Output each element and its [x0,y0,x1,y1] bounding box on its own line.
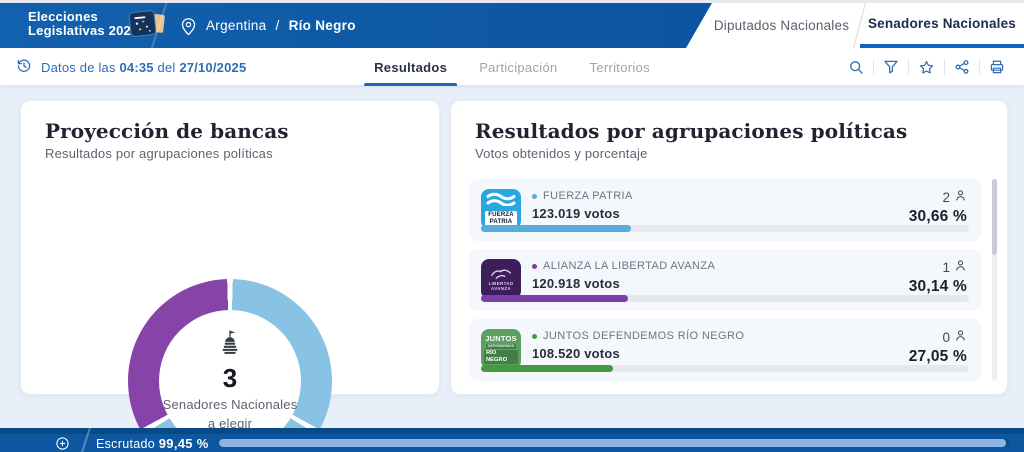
icon-separator [979,59,980,75]
tab-resultados[interactable]: Resultados [358,48,463,86]
scrutiny-progress-fill [218,439,1006,447]
party-row-fuerza-patria[interactable]: FUERZA PATRIA FUERZA PATRIA 123.019 voto… [469,179,981,241]
seats-card-title: Proyección de bancas [45,119,289,143]
results-card-title: Resultados por agrupaciones políticas [475,119,908,143]
election-type-tabs: Diputados Nacionales Senadores Nacionale… [686,3,1024,48]
breadcrumb-district[interactable]: Río Negro [288,18,356,33]
capitol-icon [218,329,242,361]
party-results-list: FUERZA PATRIA FUERZA PATRIA 123.019 voto… [469,179,981,389]
party-bullet [532,193,537,199]
party-row-juntos-defendemos-rio-negro[interactable]: JUNTOS DEFENDEMOS RÍO NEGRO JUNTOS DEFEN… [469,319,981,381]
party-progress-fill [481,225,631,232]
seats-total: 3 [222,363,238,393]
person-icon [954,259,967,275]
app-logo-line1: Elecciones [28,9,98,24]
results-card-subtitle: Votos obtenidos y porcentaje [475,146,648,161]
scrutiny-label: Escrutado 99,45 % [96,435,209,451]
donut-center: 3 Senadores Nacionales a elegir [128,279,332,452]
party-progress-fill [481,295,629,302]
party-bullet [532,263,537,269]
scrutiny-footer: Escrutado 99,45 % [0,426,1024,452]
party-progress-track [481,365,969,372]
filter-icon[interactable] [874,59,908,75]
fuerza-patria-logo: FUERZA PATRIA [481,189,521,229]
timestamp-date: 27/10/2025 [179,59,247,75]
breadcrumb: Argentina / Río Negro [180,3,356,48]
party-progress-fill [481,365,613,372]
juntos-defendemos-rio-negro-logo: JUNTOS DEFENDEMOS RÍO NEGRO [481,329,521,369]
history-clock-icon [16,58,32,77]
seats-card-subtitle: Resultados por agrupaciones políticas [45,146,273,161]
party-votes: 120.918 votos [532,276,620,291]
party-progress-track [481,295,969,302]
party-votes: 123.019 votos [532,206,620,221]
icon-separator [873,59,874,75]
star-icon[interactable] [909,59,944,76]
share-icon[interactable] [945,59,979,75]
tab-senadores-nacionales[interactable]: Senadores Nacionales [860,3,1024,48]
breadcrumb-separator: / [275,18,280,33]
icon-separator [944,59,945,75]
party-results-card: Resultados por agrupaciones políticas Vo… [450,100,1008,395]
main-header: Elecciones Legislativas 2025 [0,0,1024,54]
party-percent: 27,05 % [908,348,967,365]
party-name: ALIANZA LA LIBERTAD AVANZA [543,260,716,272]
tab-diputados-nacionales[interactable]: Diputados Nacionales [713,18,850,33]
breadcrumb-country[interactable]: Argentina [206,18,267,33]
seats-donut-chart: 3 Senadores Nacionales a elegir [128,279,332,452]
timestamp-time: 04:35 [119,59,154,75]
party-percent: 30,66 % [908,208,967,225]
plus-circle-icon[interactable] [55,436,70,451]
section-tabs: Resultados Participación Territorios [358,48,666,86]
party-row-la-libertad-avanza[interactable]: LIBERTAD AVANZA ALIANZA LA LIBERTAD AVAN… [469,249,981,311]
icon-separator [908,59,909,75]
print-icon[interactable] [980,59,1014,75]
person-icon [954,189,967,205]
seats-projection-card: Proyección de bancas Resultados por agru… [20,100,440,452]
party-percent: 30,14 % [908,278,967,295]
results-scrollbar[interactable] [992,179,997,381]
timestamp-prefix: Datos de las [41,59,116,75]
tab-participacion[interactable]: Participación [479,59,558,75]
seats-label: Senadores Nacionales a elegir [162,397,298,431]
party-seats: 2 [909,189,967,205]
data-timestamp: Datos de las 04:35 del 27/10/2025 [16,48,246,86]
person-icon [954,329,967,345]
tab-territorios[interactable]: Territorios [589,59,650,75]
la-libertad-avanza-logo: LIBERTAD AVANZA [481,259,521,299]
seats-donut [128,279,332,452]
timestamp-middle: del [157,59,176,75]
party-seats: 1 [909,259,967,275]
party-bullet [532,333,537,339]
party-progress-track [481,225,969,232]
toolbar: Datos de las 04:35 del 27/10/2025 Result… [0,48,1024,86]
ballot-box-icon [126,8,170,43]
footer-divider [78,426,92,452]
location-pin-icon [180,16,197,36]
party-seats: 0 [909,329,967,345]
app-logo-line2: Legislativas 2025 [28,23,139,38]
scrutiny-percent: 99,45 % [158,435,209,451]
party-votes: 108.520 votos [532,346,620,361]
party-name: FUERZA PATRIA [543,190,633,202]
scrutiny-progress-track [218,439,1010,447]
toolbar-actions [839,48,1014,86]
app-logo: Elecciones Legislativas 2025 [28,9,165,38]
search-icon[interactable] [839,59,873,75]
window-top-edge [0,0,1024,3]
scrollbar-thumb[interactable] [992,179,997,255]
party-name: JUNTOS DEFENDEMOS RÍO NEGRO [543,330,745,342]
